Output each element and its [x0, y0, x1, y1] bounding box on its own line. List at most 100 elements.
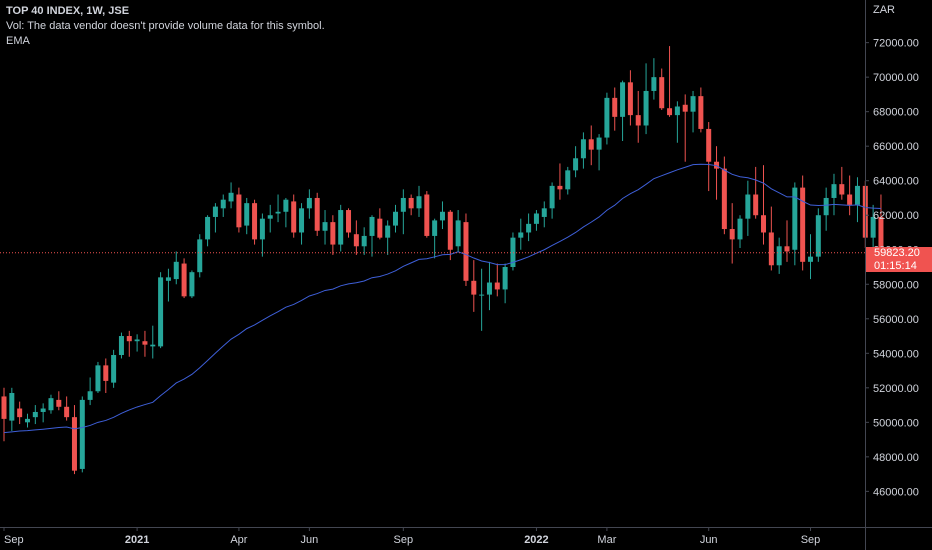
ema-indicator-label[interactable]: EMA: [6, 35, 30, 47]
time-axis-labels[interactable]: Sep 2021 Apr Jun Sep 2022 Mar Jun Sep: [3, 527, 820, 546]
candle[interactable]: [588, 125, 594, 166]
candle[interactable]: [252, 199, 258, 245]
candle[interactable]: [205, 215, 211, 247]
candle[interactable]: [228, 182, 234, 209]
candle[interactable]: [447, 210, 453, 261]
candle[interactable]: [150, 325, 156, 359]
candle[interactable]: [416, 185, 422, 217]
candle[interactable]: [635, 90, 641, 143]
candle[interactable]: [745, 180, 751, 236]
candle[interactable]: [212, 203, 218, 233]
candle[interactable]: [737, 215, 743, 249]
candle[interactable]: [807, 234, 813, 280]
candle[interactable]: [64, 396, 70, 421]
candle[interactable]: [369, 215, 375, 257]
candle[interactable]: [674, 101, 680, 143]
candle[interactable]: [463, 213, 469, 286]
candle[interactable]: [111, 349, 117, 388]
candle[interactable]: [424, 191, 430, 238]
candle[interactable]: [158, 272, 164, 349]
candle[interactable]: [103, 358, 109, 393]
candle[interactable]: [244, 197, 250, 235]
candle[interactable]: [165, 268, 171, 302]
candle[interactable]: [854, 177, 860, 223]
candle[interactable]: [126, 330, 132, 357]
candle[interactable]: [620, 80, 626, 142]
candle[interactable]: [682, 94, 688, 162]
candle[interactable]: [259, 213, 265, 257]
candle[interactable]: [197, 234, 203, 278]
candle[interactable]: [651, 58, 657, 100]
candle[interactable]: [455, 210, 461, 252]
candle[interactable]: [549, 182, 555, 219]
candle[interactable]: [612, 87, 618, 131]
candle[interactable]: [118, 332, 124, 359]
candle[interactable]: [400, 189, 406, 235]
candle[interactable]: [291, 194, 297, 238]
candle[interactable]: [776, 237, 782, 274]
candle[interactable]: [792, 182, 798, 266]
candle[interactable]: [698, 87, 704, 133]
candle[interactable]: [275, 194, 281, 223]
candle[interactable]: [761, 165, 767, 245]
candle[interactable]: [839, 166, 845, 200]
candle[interactable]: [565, 166, 571, 195]
candle[interactable]: [56, 391, 62, 411]
candle[interactable]: [533, 210, 539, 231]
candle[interactable]: [831, 173, 837, 216]
candle[interactable]: [604, 92, 610, 145]
candle[interactable]: [518, 218, 524, 250]
candle[interactable]: [541, 201, 547, 228]
candle[interactable]: [79, 396, 85, 473]
candle[interactable]: [878, 194, 884, 254]
candle[interactable]: [299, 203, 305, 245]
candle[interactable]: [393, 204, 398, 233]
candle[interactable]: [322, 210, 328, 245]
candle[interactable]: [71, 405, 77, 475]
candle[interactable]: [753, 166, 759, 219]
symbol-title[interactable]: TOP 40 INDEX, 1W, JSE: [6, 5, 130, 17]
candle[interactable]: [714, 146, 720, 200]
candle[interactable]: [9, 387, 15, 431]
candle[interactable]: [815, 208, 821, 262]
candle[interactable]: [32, 405, 38, 425]
candle[interactable]: [526, 213, 532, 242]
candle[interactable]: [580, 132, 586, 169]
candle[interactable]: [479, 268, 485, 331]
candle[interactable]: [181, 258, 187, 299]
candle[interactable]: [847, 175, 853, 216]
candle[interactable]: [346, 208, 352, 238]
candle[interactable]: [142, 330, 148, 357]
candle[interactable]: [706, 122, 712, 192]
candle[interactable]: [494, 263, 500, 297]
candle[interactable]: [330, 215, 336, 255]
candle[interactable]: [189, 270, 195, 299]
candle[interactable]: [573, 146, 579, 178]
candle[interactable]: [502, 263, 508, 304]
candle[interactable]: [471, 260, 477, 312]
candle[interactable]: [267, 204, 273, 233]
candle[interactable]: [314, 192, 320, 236]
candle[interactable]: [643, 63, 649, 135]
candle[interactable]: [220, 194, 226, 217]
candle[interactable]: [557, 163, 563, 200]
candle[interactable]: [95, 361, 101, 393]
candle[interactable]: [800, 175, 806, 271]
candle[interactable]: [17, 401, 23, 425]
candle[interactable]: [24, 413, 30, 428]
candle[interactable]: [510, 232, 516, 271]
candle[interactable]: [729, 203, 735, 264]
candle[interactable]: [486, 261, 492, 311]
candle[interactable]: [306, 189, 312, 219]
candle[interactable]: [361, 227, 367, 255]
candle[interactable]: [40, 403, 46, 423]
candle[interactable]: [353, 220, 359, 255]
candle[interactable]: [134, 334, 140, 352]
candle[interactable]: [823, 187, 829, 231]
candle[interactable]: [627, 70, 633, 126]
candle[interactable]: [596, 134, 602, 171]
candle[interactable]: [690, 90, 696, 133]
candle[interactable]: [87, 377, 93, 406]
candle[interactable]: [408, 194, 414, 216]
